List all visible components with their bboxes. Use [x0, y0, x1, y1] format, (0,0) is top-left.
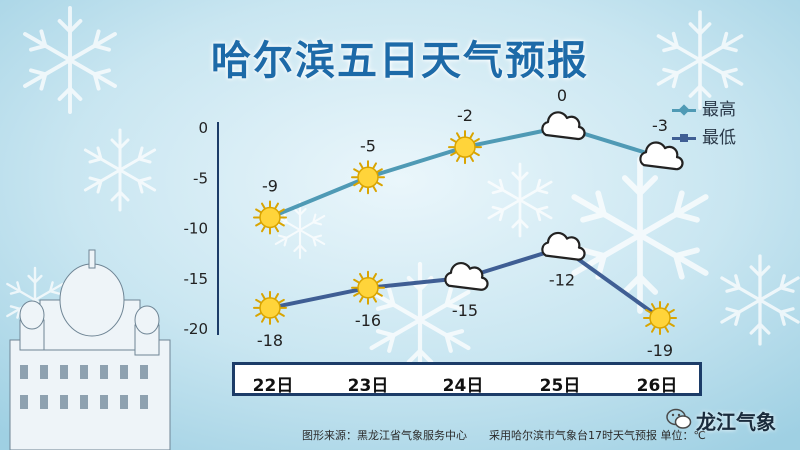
- footer: 图形来源：黑龙江省气象服务中心 采用哈尔滨市气象台17时天气预报 单位：℃: [302, 427, 728, 443]
- y-tick-label: -15: [184, 270, 209, 288]
- legend-high-label: 最高: [702, 100, 736, 120]
- y-tick-label: -20: [184, 320, 209, 338]
- x-tick-label: 26日: [636, 376, 678, 396]
- data-label: -12: [549, 271, 575, 290]
- church-illustration: [9, 249, 171, 450]
- wechat-icon: [666, 408, 692, 429]
- data-point: -9: [253, 176, 287, 235]
- sun-icon: [253, 200, 287, 235]
- sun-icon: [253, 290, 287, 325]
- cloud-icon: [444, 262, 489, 291]
- x-axis-labels: 22日 23日 24日 25日 26日: [232, 362, 702, 396]
- data-label: -19: [647, 341, 673, 360]
- legend-high: 最高: [672, 95, 736, 120]
- sun-icon: [351, 160, 385, 195]
- y-tick-label: 0: [198, 119, 208, 137]
- data-point: -12: [541, 231, 586, 290]
- x-tick-label: 23日: [347, 376, 389, 396]
- footer-source: 图形来源：黑龙江省气象服务中心: [302, 429, 467, 442]
- sun-icon: [643, 300, 677, 335]
- data-point: -2: [448, 106, 482, 165]
- footer-note: 采用哈尔滨市气象台17时天气预报 单位：℃: [489, 429, 706, 442]
- legend-low-swatch: [672, 133, 696, 142]
- chart-title: 哈尔滨五日天气预报: [211, 38, 589, 84]
- data-point: 0: [541, 86, 586, 141]
- data-point: -16: [351, 270, 385, 330]
- data-label: 0: [557, 86, 567, 105]
- cloud-icon: [541, 111, 586, 141]
- legend-low-label: 最低: [702, 128, 736, 148]
- y-tick-label: -10: [184, 220, 209, 238]
- data-label: -18: [257, 331, 283, 350]
- y-tick-label: -5: [193, 169, 208, 187]
- data-label: -16: [355, 311, 381, 330]
- data-point: -3: [639, 116, 684, 171]
- data-point: -18: [253, 290, 287, 350]
- data-label: -15: [452, 301, 478, 320]
- brand-name: 龙江气象: [696, 410, 776, 434]
- sun-icon: [351, 270, 385, 305]
- data-label: -2: [457, 106, 473, 125]
- data-label: -9: [262, 176, 278, 195]
- data-label: -5: [360, 136, 376, 155]
- legend-low: 最低: [672, 123, 736, 148]
- sun-icon: [448, 130, 482, 165]
- x-tick-label: 24日: [442, 376, 484, 396]
- x-tick-label: 25日: [539, 376, 581, 396]
- data-point: -19: [643, 300, 677, 360]
- cloud-icon: [541, 231, 586, 261]
- data-point: -5: [351, 136, 385, 195]
- data-point: -15: [444, 262, 489, 320]
- legend-high-swatch: [672, 108, 696, 112]
- x-tick-label: 22日: [252, 376, 294, 396]
- cloud-icon: [639, 141, 684, 171]
- data-label: -3: [652, 116, 668, 135]
